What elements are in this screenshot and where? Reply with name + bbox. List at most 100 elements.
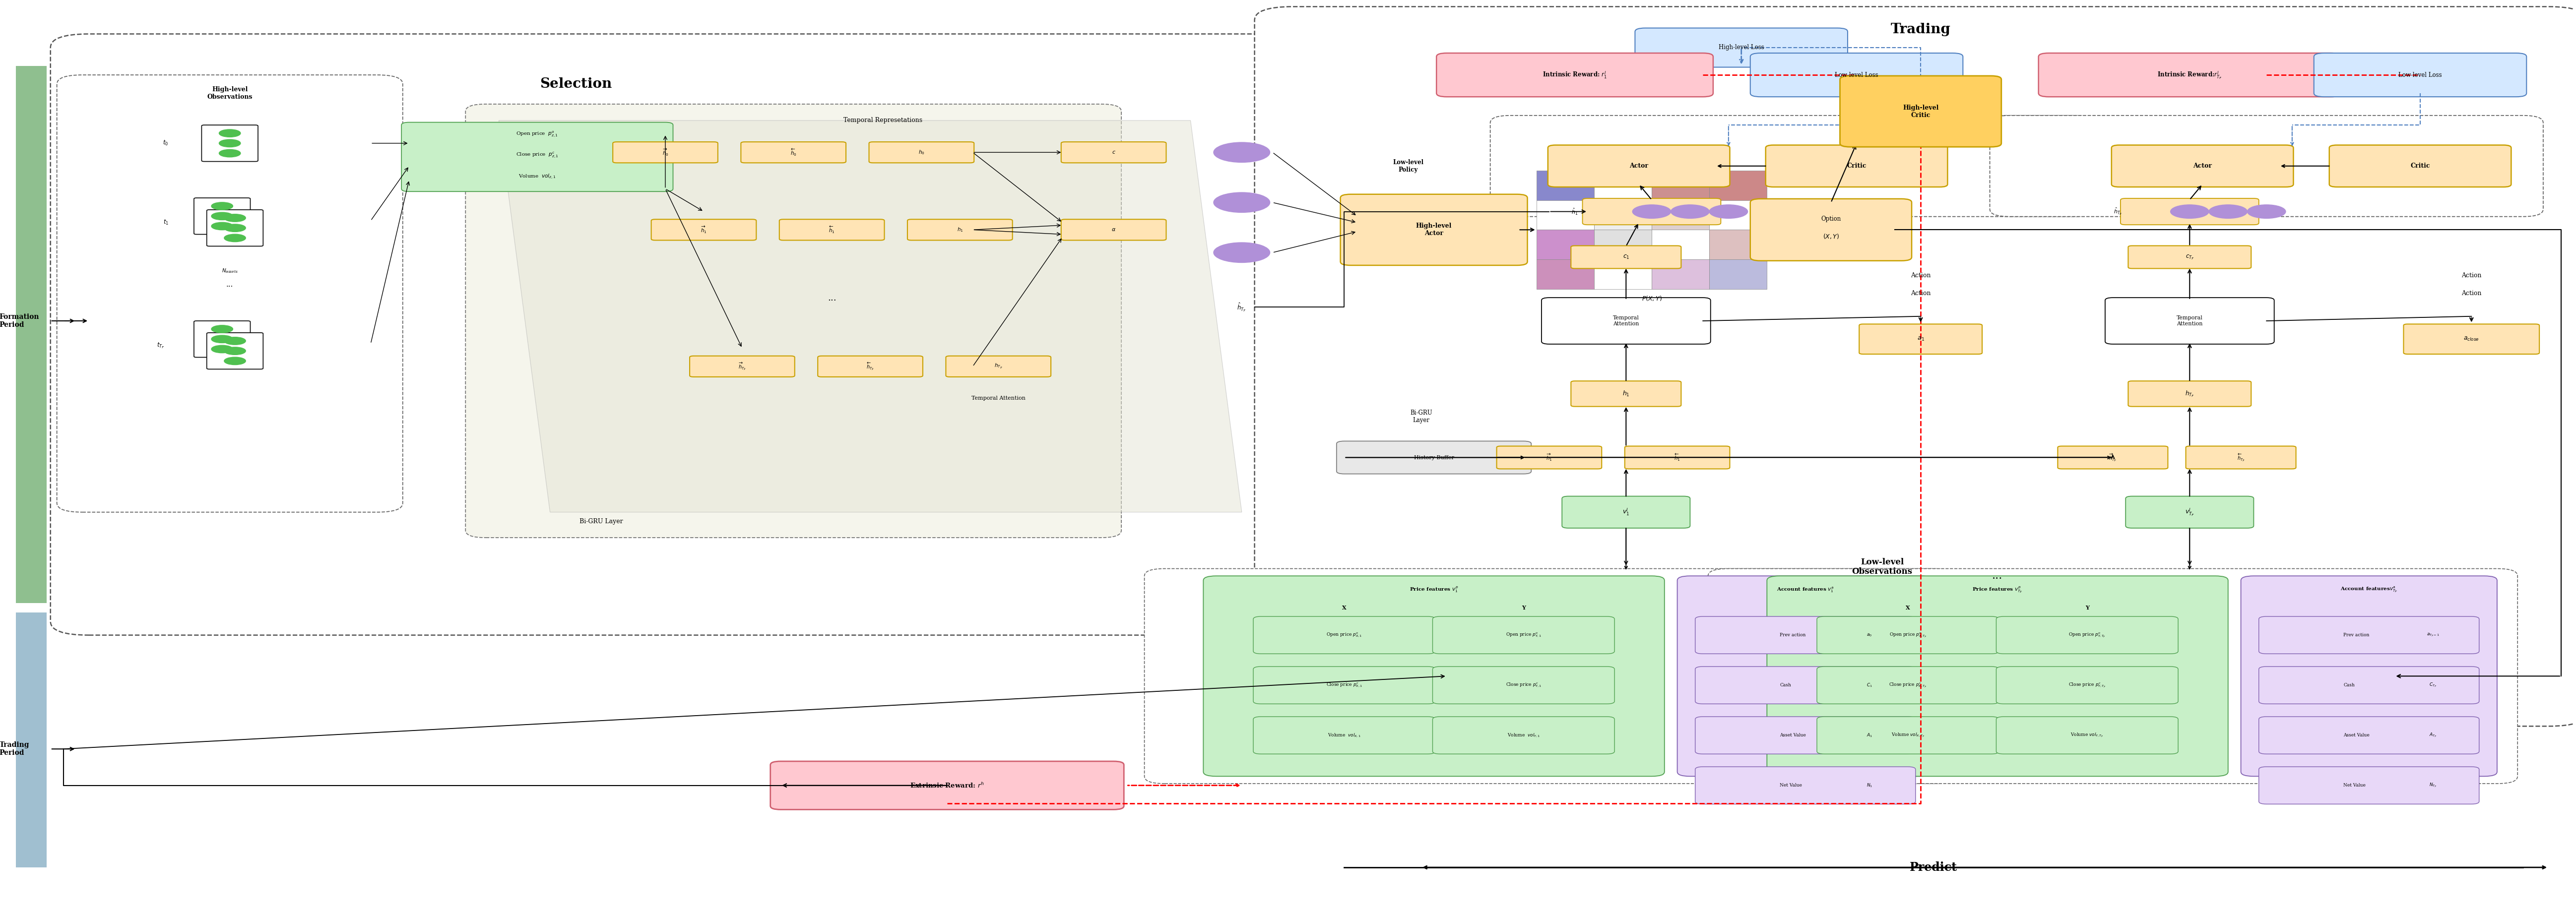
FancyBboxPatch shape (1561, 496, 1690, 528)
Circle shape (211, 325, 232, 333)
Bar (1710, 200, 1767, 230)
Text: Open price $p^o_{Y,1}$: Open price $p^o_{Y,1}$ (1507, 632, 1540, 639)
Text: Account features $v^a_1$: Account features $v^a_1$ (1777, 586, 1834, 594)
FancyBboxPatch shape (1571, 246, 1682, 268)
Text: Close price $p^c_{Y,T_{\mathcal{F}}}$: Close price $p^c_{Y,T_{\mathcal{F}}}$ (2069, 682, 2107, 689)
Circle shape (224, 357, 245, 365)
FancyBboxPatch shape (1203, 576, 1664, 776)
FancyBboxPatch shape (1677, 576, 1935, 776)
FancyBboxPatch shape (1061, 142, 1167, 163)
Text: $t_{T_{\mathcal{F}}}$: $t_{T_{\mathcal{F}}}$ (157, 341, 165, 350)
Text: High-level Loss: High-level Loss (1718, 45, 1765, 51)
Bar (1595, 170, 1651, 200)
FancyBboxPatch shape (1765, 145, 1947, 187)
Circle shape (1710, 205, 1747, 219)
Circle shape (1633, 205, 1672, 219)
Circle shape (219, 149, 240, 157)
Text: Intrinsic Reward: $r_1^l$: Intrinsic Reward: $r_1^l$ (1543, 70, 1607, 80)
Bar (1651, 170, 1710, 200)
FancyBboxPatch shape (770, 761, 1123, 810)
Text: Volume  $vol_{X,1}$: Volume $vol_{X,1}$ (1327, 732, 1360, 738)
Text: Low-level Loss: Low-level Loss (2398, 71, 2442, 78)
Text: Price features $v^p_1$: Price features $v^p_1$ (1409, 586, 1458, 594)
Text: Asset Value: Asset Value (2344, 733, 2370, 737)
Text: $t_1$: $t_1$ (162, 219, 167, 226)
FancyBboxPatch shape (2313, 53, 2527, 97)
FancyBboxPatch shape (193, 321, 250, 357)
FancyBboxPatch shape (2038, 53, 2342, 97)
Text: $\overleftarrow{h}_0$: $\overleftarrow{h}_0$ (791, 147, 796, 157)
FancyBboxPatch shape (2259, 617, 2478, 654)
FancyBboxPatch shape (1695, 666, 1917, 704)
FancyBboxPatch shape (1816, 716, 1999, 754)
Bar (1651, 259, 1710, 289)
Text: Temporal Attention: Temporal Attention (971, 396, 1025, 401)
Text: High-level
Critic: High-level Critic (1904, 104, 1940, 118)
FancyBboxPatch shape (742, 142, 845, 163)
FancyBboxPatch shape (1497, 447, 1602, 468)
Bar (1595, 200, 1651, 230)
Text: $h_1$: $h_1$ (1623, 390, 1631, 398)
Text: Action: Action (1911, 272, 1929, 278)
FancyBboxPatch shape (2128, 381, 2251, 406)
FancyBboxPatch shape (1548, 145, 1731, 187)
Text: $\overrightarrow{h}_0$: $\overrightarrow{h}_0$ (662, 147, 670, 157)
Circle shape (224, 347, 245, 355)
Text: Net Value: Net Value (1780, 783, 1803, 788)
Text: $\hat{h}_{T_{\mathcal{F}}}$: $\hat{h}_{T_{\mathcal{F}}}$ (1236, 302, 1247, 313)
Text: $N_{assets}$: $N_{assets}$ (222, 267, 237, 274)
Text: Formation
Period: Formation Period (0, 313, 39, 328)
FancyBboxPatch shape (1432, 617, 1615, 654)
Text: $\hat{h}_1$: $\hat{h}_1$ (1571, 207, 1579, 216)
FancyBboxPatch shape (1432, 666, 1615, 704)
Circle shape (211, 212, 232, 220)
Text: Prev action: Prev action (1780, 633, 1806, 638)
Circle shape (1213, 192, 1270, 212)
FancyBboxPatch shape (1636, 28, 1847, 67)
Text: $a_{close}$: $a_{close}$ (2463, 336, 2478, 342)
FancyBboxPatch shape (1540, 297, 1710, 344)
Text: Y: Y (2084, 605, 2089, 610)
Circle shape (224, 214, 245, 221)
Circle shape (211, 335, 232, 343)
FancyBboxPatch shape (201, 125, 258, 161)
FancyBboxPatch shape (1255, 617, 1435, 654)
Text: $A_1$: $A_1$ (1868, 732, 1873, 738)
Bar (15, 612, 46, 867)
Bar (1535, 170, 1595, 200)
FancyBboxPatch shape (1996, 666, 2179, 704)
FancyBboxPatch shape (2259, 666, 2478, 704)
FancyBboxPatch shape (2058, 447, 2169, 468)
Text: Account features$v^a_{T_{\mathcal{F}}}$: Account features$v^a_{T_{\mathcal{F}}}$ (2342, 586, 2398, 594)
FancyBboxPatch shape (2187, 447, 2295, 468)
FancyBboxPatch shape (2403, 324, 2540, 354)
Text: ...: ... (1991, 570, 2002, 581)
Circle shape (211, 345, 232, 353)
Text: Open price  $p^o_{z,1}$: Open price $p^o_{z,1}$ (515, 130, 559, 138)
Text: $t_0$: $t_0$ (162, 139, 167, 147)
FancyBboxPatch shape (1860, 324, 1981, 354)
Text: $\overleftarrow{h}_{T_{\mathcal{F}}}$: $\overleftarrow{h}_{T_{\mathcal{F}}}$ (866, 361, 873, 371)
Text: Cash: Cash (1780, 683, 1790, 687)
Text: ...: ... (827, 294, 837, 303)
Text: History Buffer: History Buffer (1414, 455, 1453, 460)
Circle shape (211, 222, 232, 230)
FancyBboxPatch shape (868, 142, 974, 163)
FancyBboxPatch shape (2125, 496, 2254, 528)
FancyBboxPatch shape (1816, 666, 1999, 704)
FancyBboxPatch shape (1996, 716, 2179, 754)
FancyBboxPatch shape (1989, 115, 2543, 217)
FancyBboxPatch shape (466, 104, 1121, 538)
FancyBboxPatch shape (1816, 617, 1999, 654)
FancyBboxPatch shape (817, 356, 922, 377)
FancyBboxPatch shape (1061, 220, 1167, 241)
FancyBboxPatch shape (1255, 716, 1435, 754)
Text: X: X (1342, 605, 1347, 610)
Text: $C_{T_{\mathcal{F}}}$: $C_{T_{\mathcal{F}}}$ (2429, 682, 2437, 689)
Text: Volume $vol_{Y,T_{\mathcal{F}}}$: Volume $vol_{Y,T_{\mathcal{F}}}$ (2071, 732, 2105, 738)
FancyBboxPatch shape (1255, 6, 2576, 727)
Text: Intrinsic Reward:$r_{T_{\mathcal{F}}}^l$: Intrinsic Reward:$r_{T_{\mathcal{F}}}^l$ (2156, 70, 2223, 81)
Text: $\overleftarrow{h}_1$: $\overleftarrow{h}_1$ (829, 225, 835, 234)
FancyBboxPatch shape (690, 356, 796, 377)
Text: $\overleftarrow{h}_1$: $\overleftarrow{h}_1$ (1674, 453, 1680, 462)
